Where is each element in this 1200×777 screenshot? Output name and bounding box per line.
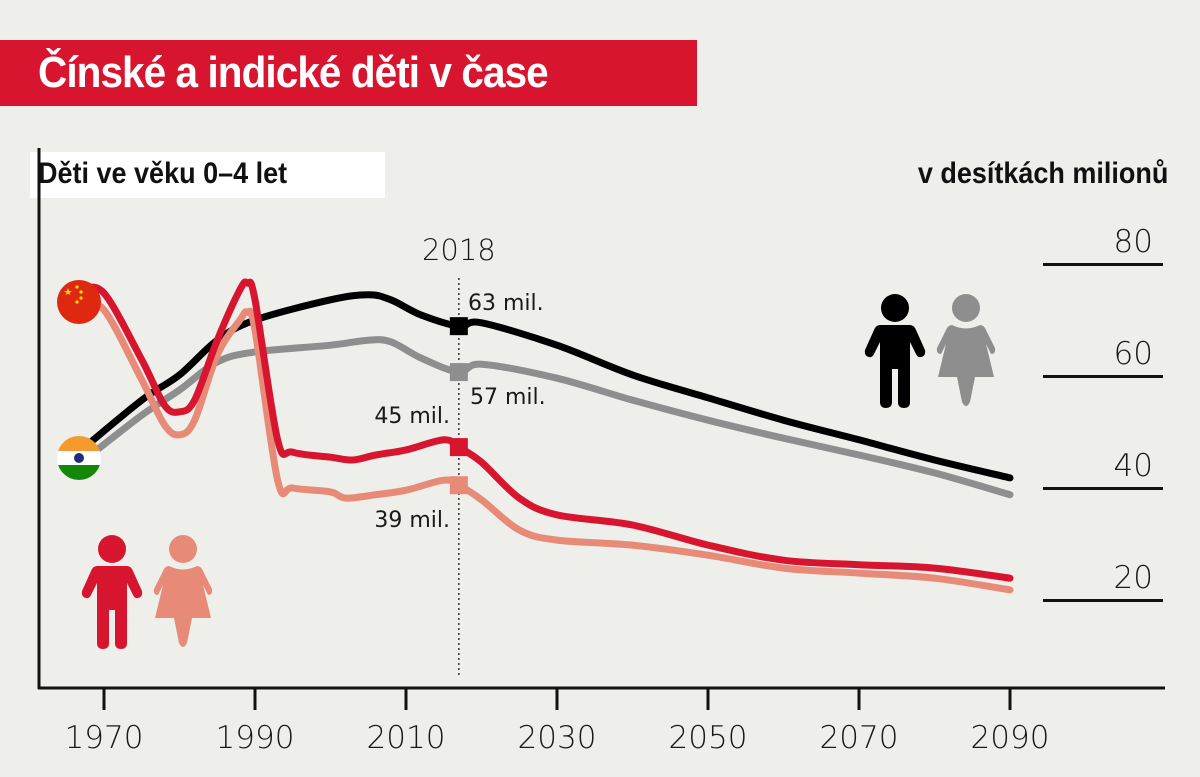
value-annotation: 63 mil. [468,291,544,316]
value-annotation: 39 mil. [374,508,450,533]
marker-year-label: 2018 [422,233,496,267]
unit-label: v desítkách milionů [917,157,1168,190]
star-icon [64,288,72,295]
saffron-stripe [57,436,101,451]
china-flag-icon [57,280,101,324]
x-tick-label: 2030 [518,720,597,756]
girl-icon-india [936,294,996,406]
dress [936,325,996,406]
marker-point [449,363,468,382]
x-tick-label: 2070 [820,720,899,756]
star-icon [79,296,83,300]
y-tick-label: 60 [1114,336,1153,372]
star-icon [79,290,83,294]
value-annotation: 57 mil. [470,385,546,410]
x-tick-label: 1970 [65,720,144,756]
series-line-china-boys [77,278,1014,582]
y-tick-label: 20 [1114,560,1153,596]
marker-point [449,438,468,457]
chart-title: Čínské a indické děti v čase [38,48,549,97]
y-tick-label: 40 [1114,448,1153,484]
series-line-india-girls [77,336,1014,499]
axes: 1970 1990 2010 2030 2050 2070 2090 20 40 60 80 2018 [37,148,1165,756]
series-line-china-girls [77,299,1014,594]
marker-point [449,476,468,495]
subtitle-box [30,152,385,198]
y-tick-label: 80 [1114,224,1153,260]
head [952,294,980,322]
star-icon [75,285,79,289]
star-icon [75,300,79,304]
chart-subtitle: Děti ve věku 0–4 let [38,157,288,190]
series-lines: 57 mil. 63 mil. 39 mil. 45 mil. [77,278,1014,594]
x-tick-label: 2090 [971,720,1050,756]
x-tick-label: 1990 [216,720,295,756]
dress [153,566,213,647]
boy-icon-india [864,294,926,408]
flag-circle [57,280,101,324]
series-line-india-boys [77,291,1014,482]
head [169,535,197,563]
body [81,566,143,649]
body [864,325,926,408]
girl-icon-china [153,535,213,647]
x-tick-label: 2050 [669,720,748,756]
x-tick-label: 2010 [367,720,446,756]
title-bar [0,40,697,106]
marker-point [449,317,468,336]
head [881,294,909,322]
legend-icons [57,280,996,649]
value-annotation: 45 mil. [374,404,450,429]
head [98,535,126,563]
boy-icon-china [81,535,143,649]
green-stripe [57,465,101,480]
chakra-icon [74,453,84,463]
india-flag-icon [57,436,101,480]
